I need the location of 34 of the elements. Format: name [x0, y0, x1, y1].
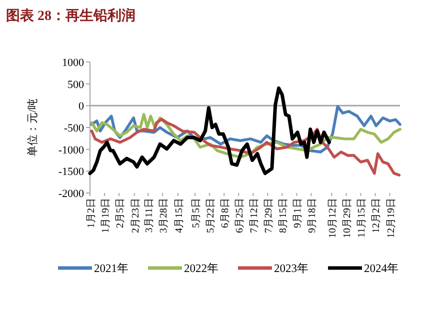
x-tick-label: 12月19日: [386, 198, 397, 238]
y-tick-label: -1000: [58, 144, 84, 156]
x-tick-label: 10月29日: [342, 198, 354, 238]
x-tick-label: 1月2日: [86, 198, 97, 228]
y-tick-label: -1500: [58, 166, 84, 178]
x-tick-label: 3月11日: [144, 198, 156, 233]
x-tick-label: 8月15日: [278, 198, 290, 233]
x-tick-label: 4月15日: [174, 198, 185, 233]
x-tick-label: 10月12日: [328, 198, 339, 238]
x-tick-label: 2月5日: [115, 198, 126, 228]
x-tick-label: 5月22日: [206, 198, 217, 233]
x-tick-label: 6月8日: [220, 198, 232, 228]
x-tick-label: 12月2日: [371, 198, 382, 233]
y-tick-label: 1000: [62, 57, 84, 69]
x-tick-label: 11月15日: [356, 198, 368, 238]
y-tick-label: -2000: [58, 188, 84, 200]
chart-title: 图表 28：再生铅利润: [6, 7, 136, 24]
legend-label: 2021年: [94, 262, 129, 275]
x-tick-label: 9月1日: [292, 198, 304, 228]
y-tick-label: -500: [64, 122, 84, 134]
y-tick-label: 0: [78, 100, 84, 113]
x-tick-label: 9月18日: [307, 198, 318, 233]
legend-label: 2024年: [364, 262, 399, 275]
x-tick-label: 5月5日: [191, 198, 202, 228]
x-tick-label: 2月23日: [130, 198, 142, 233]
legend-label: 2023年: [274, 262, 309, 275]
x-tick-label: 3月28日: [158, 198, 170, 233]
x-tick-label: 1月19日: [100, 198, 112, 233]
legend-label: 2022年: [184, 262, 219, 275]
y-axis-title: 单位：元/吨: [26, 98, 39, 157]
x-tick-label: 7月29日: [264, 198, 275, 233]
y-tick-label: 500: [68, 78, 84, 91]
x-tick-label: 6月25日: [234, 198, 246, 233]
x-tick-label: 7月12日: [249, 198, 260, 233]
